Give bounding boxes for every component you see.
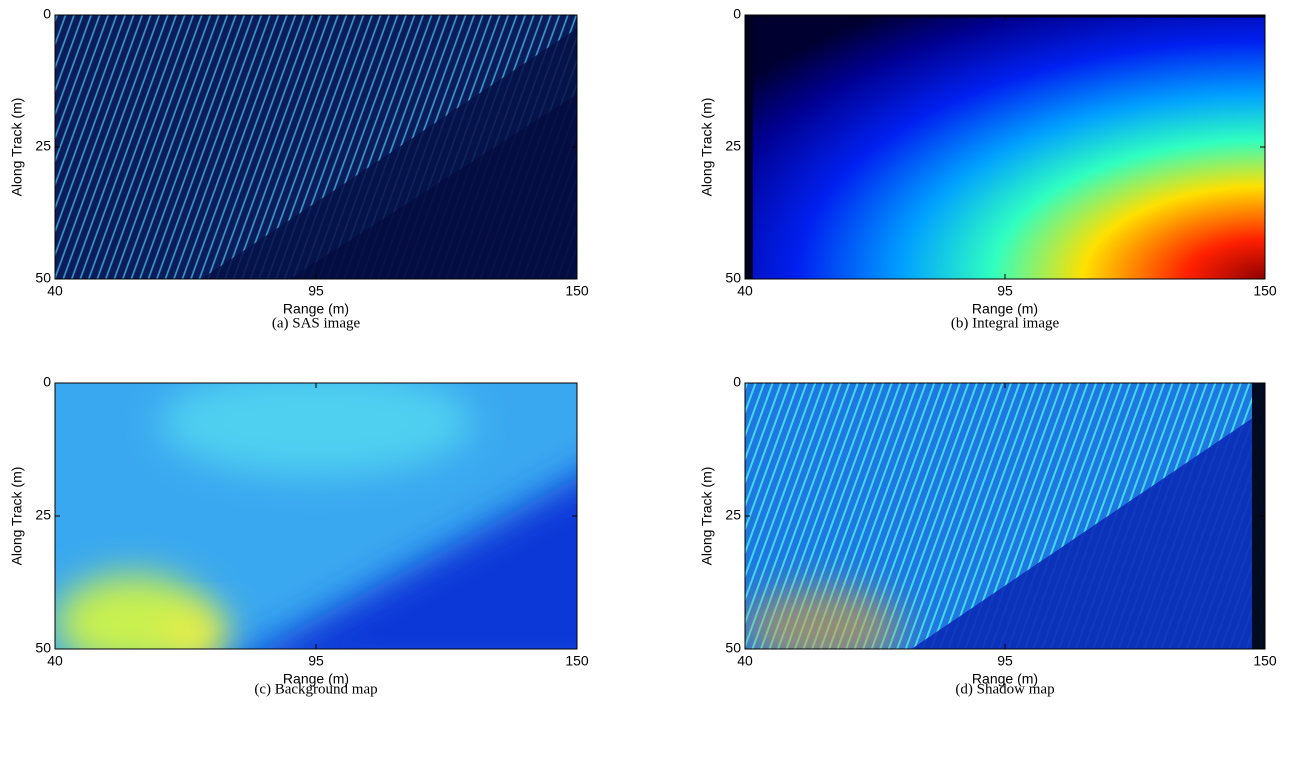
x-tick-label: 95 [308, 653, 324, 669]
image [55, 383, 577, 649]
y-axis-label: Along Track (m) [9, 98, 25, 197]
x-tick-label: 95 [997, 653, 1013, 669]
image-layer [1252, 383, 1265, 649]
x-tick-label: 150 [1253, 283, 1277, 299]
image-layer [159, 383, 473, 477]
x-axis-label: Range (m) [283, 671, 349, 687]
y-tick-label: 25 [35, 507, 51, 523]
caption: (c) Background map [254, 681, 377, 697]
y-tick-label: 50 [35, 270, 51, 286]
x-axis-label: Range (m) [972, 301, 1038, 317]
x-tick-label: 40 [47, 653, 63, 669]
y-tick-label: 50 [35, 640, 51, 656]
caption: (a) SAS image [272, 315, 361, 331]
x-axis-label: Range (m) [972, 671, 1038, 687]
caption: (d) Shadow map [955, 681, 1054, 697]
x-tick-label: 95 [997, 283, 1013, 299]
x-tick-label: 150 [565, 653, 589, 669]
y-tick-label: 50 [725, 640, 741, 656]
y-tick-label: 25 [35, 138, 51, 154]
image [55, 15, 577, 279]
x-tick-label: 40 [47, 283, 63, 299]
y-tick-label: 0 [43, 6, 51, 22]
x-tick-label: 95 [308, 283, 324, 299]
image-layer [164, 609, 228, 649]
image-layer [745, 587, 901, 649]
y-axis-label: Along Track (m) [699, 98, 715, 197]
y-tick-label: 25 [725, 138, 741, 154]
y-tick-label: 0 [733, 6, 741, 22]
image [745, 383, 1265, 649]
x-tick-label: 150 [565, 283, 589, 299]
image [745, 15, 1265, 279]
y-tick-label: 50 [725, 270, 741, 286]
image-layer [745, 15, 1265, 279]
image-layer [289, 94, 577, 279]
x-tick-label: 150 [1253, 653, 1277, 669]
y-tick-label: 0 [43, 374, 51, 390]
y-tick-label: 0 [733, 374, 741, 390]
x-axis-label: Range (m) [283, 301, 349, 317]
y-axis-label: Along Track (m) [699, 467, 715, 566]
x-tick-label: 40 [737, 283, 753, 299]
y-tick-label: 25 [725, 507, 741, 523]
caption: (b) Integral image [951, 315, 1060, 331]
x-tick-label: 40 [737, 653, 753, 669]
y-axis-label: Along Track (m) [9, 467, 25, 566]
